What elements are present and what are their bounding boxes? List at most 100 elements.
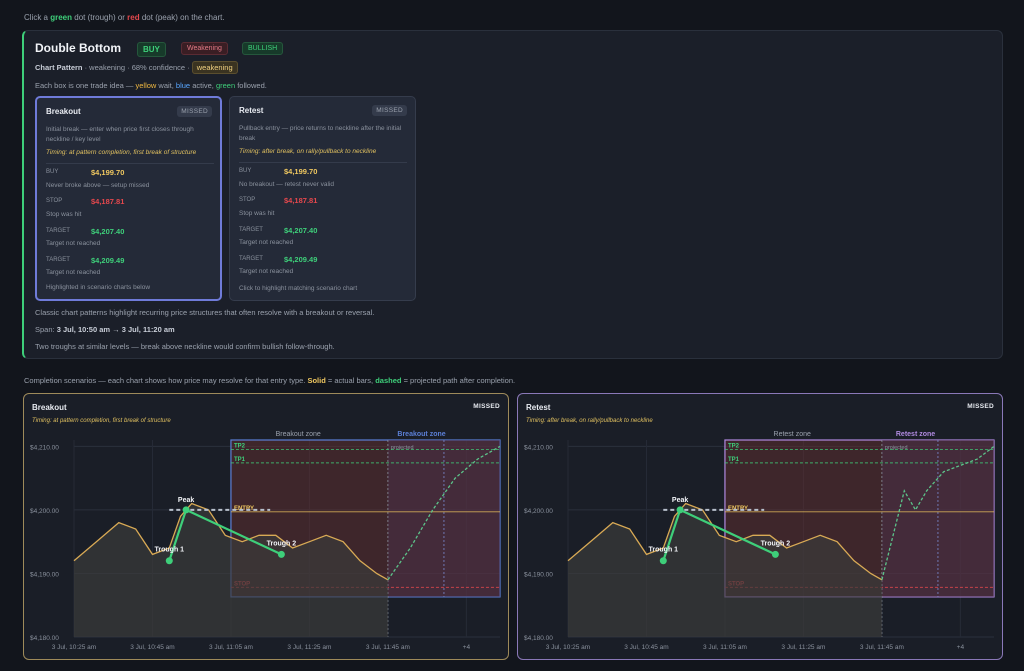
x-tick-label: +4 — [463, 644, 471, 651]
level-label-tp2: TP2 — [728, 444, 740, 450]
retest-chart[interactable]: $4,210.00 $4,200.00 $4,190.00 $4,180.00 3 Ju… — [518, 394, 1004, 661]
box-footer: Highlighted in scenario charts below — [46, 284, 151, 291]
projection-line — [881, 445, 995, 580]
buy-label: BUY — [239, 168, 252, 174]
buy-label: BUY — [46, 169, 59, 175]
retest-scenario-panel[interactable]: Retest MISSED Timing: after break, on ra… — [517, 393, 1003, 660]
trough-dot — [165, 557, 173, 565]
target2-label: TARGET — [239, 256, 263, 262]
target1-label: TARGET — [239, 227, 263, 233]
hint-red-word: red — [127, 13, 140, 22]
x-tick-label: 3 Jul, 10:25 am — [52, 644, 96, 651]
target1-note: Target not reached — [239, 239, 294, 246]
target2-note: Target not reached — [239, 268, 294, 275]
pattern-description: Classic chart patterns highlight recurri… — [35, 308, 375, 317]
panel-status: MISSED — [473, 403, 500, 410]
trough-label: Trough 2 — [267, 540, 297, 547]
retest-trade-box[interactable]: Retest MISSED Pullback entry — price ret… — [229, 96, 416, 301]
price-area — [74, 503, 388, 637]
stop-note: Stop was hit — [239, 210, 275, 217]
price-area — [568, 503, 882, 637]
panel-title: Retest — [526, 403, 551, 412]
stop-label: STOP — [46, 198, 63, 204]
target2-value: $4,209.49 — [91, 256, 125, 265]
box-title: Retest — [239, 106, 264, 115]
price-line — [567, 502, 883, 581]
level-label-tp2: TP2 — [234, 444, 246, 450]
pattern-subtitle: Chart Pattern · weakening · 68% confiden… — [35, 61, 238, 74]
peak-label: Peak — [672, 497, 688, 504]
weakening-badge: Weakening — [181, 42, 228, 55]
pattern-title: Double Bottom — [35, 41, 121, 55]
weakening-pill: weakening — [191, 61, 238, 74]
scenarios-caption: Completion scenarios — each chart shows … — [24, 376, 516, 385]
x-tick-label: 3 Jul, 11:45 am — [860, 644, 904, 651]
box-timing: Timing: at pattern completion, first bre… — [46, 149, 197, 156]
breakout-chart[interactable]: $4,210.00 $4,200.00 $4,190.00 $4,180.00 3 Ju… — [24, 394, 510, 661]
y-tick-label: $4,190.00 — [524, 571, 553, 578]
trough-label: Trough 1 — [649, 547, 679, 554]
panel-timing: Timing: at pattern completion, first bre… — [32, 418, 171, 424]
projected-label: projected — [885, 445, 908, 451]
peak-label: Peak — [178, 497, 194, 504]
y-tick-label: $4,180.00 — [30, 635, 59, 642]
y-tick-label: $4,200.00 — [524, 508, 553, 515]
target2-label: TARGET — [46, 257, 70, 263]
divider — [46, 163, 214, 164]
y-tick-label: $4,200.00 — [30, 508, 59, 515]
y-tick-label: $4,190.00 — [30, 571, 59, 578]
box-title: Breakout — [46, 107, 81, 116]
stop-value: $4,187.81 — [284, 196, 318, 205]
zone-label: Breakout zone — [276, 431, 321, 438]
projected-label: projected — [391, 445, 414, 451]
x-tick-label: 3 Jul, 11:05 am — [703, 644, 747, 651]
box-timing: Timing: after break, on rally/pullback t… — [239, 148, 377, 155]
stop-value: $4,187.81 — [91, 197, 125, 206]
pattern-summary: Two troughs at similar levels — break ab… — [35, 342, 335, 351]
trough-dot — [659, 557, 667, 565]
x-tick-label: 3 Jul, 11:25 am — [287, 644, 331, 651]
target1-note: Target not reached — [46, 240, 101, 247]
stop-note: Stop was hit — [46, 211, 82, 218]
x-tick-label: +4 — [957, 644, 965, 651]
box-description: Pullback entry — price returns to neckli… — [239, 125, 402, 142]
trough-dot — [277, 550, 285, 558]
target1-value: $4,207.40 — [284, 226, 318, 235]
missed-badge: MISSED — [177, 106, 212, 117]
x-tick-label: 3 Jul, 11:45 am — [366, 644, 410, 651]
zone-label-alt: Breakout zone — [397, 431, 445, 438]
pattern-span: Span: 3 Jul, 10:50 am → 3 Jul, 11:20 am — [35, 325, 175, 334]
x-tick-label: 3 Jul, 11:05 am — [209, 644, 253, 651]
trough-label: Trough 2 — [761, 540, 791, 547]
box-description: Initial break — enter when price first c… — [46, 126, 194, 143]
buy-value: $4,199.70 — [91, 168, 125, 177]
price-line — [73, 502, 389, 581]
peak-dot — [676, 506, 684, 514]
hint-green-word: green — [50, 13, 73, 22]
buy-note: Never broke above — setup missed — [46, 182, 150, 189]
x-tick-label: 3 Jul, 10:25 am — [546, 644, 590, 651]
target1-value: $4,207.40 — [91, 227, 125, 236]
zone-label-alt: Retest zone — [896, 431, 935, 438]
pattern-card: Double Bottom BUY Weakening BULLISH Char… — [22, 30, 1003, 359]
x-tick-label: 3 Jul, 11:25 am — [781, 644, 825, 651]
missed-badge: MISSED — [372, 105, 407, 116]
stop-label: STOP — [239, 197, 256, 203]
peak-dot — [182, 506, 190, 514]
trough-label: Trough 1 — [155, 547, 185, 554]
projection-line — [387, 445, 501, 581]
breakout-scenario-panel[interactable]: Breakout MISSED Timing: at pattern compl… — [23, 393, 509, 660]
breakout-trade-box[interactable]: Breakout MISSED Initial break — enter wh… — [35, 96, 222, 301]
level-label-entry: ENTRY — [234, 506, 254, 512]
target1-label: TARGET — [46, 228, 70, 234]
buy-value: $4,199.70 — [284, 167, 318, 176]
trough-dot — [771, 550, 779, 558]
box-legend: Each box is one trade idea — yellow wait… — [35, 81, 267, 90]
x-tick-label: 3 Jul, 10:45 am — [624, 644, 668, 651]
panel-timing: Timing: after break, on rally/pullback t… — [526, 418, 653, 424]
bullish-badge: BULLISH — [242, 42, 284, 55]
y-tick-label: $4,210.00 — [30, 444, 59, 451]
buy-note: No breakout — retest never valid — [239, 181, 335, 188]
level-label-tp1: TP1 — [728, 457, 740, 463]
y-tick-label: $4,210.00 — [524, 444, 553, 451]
